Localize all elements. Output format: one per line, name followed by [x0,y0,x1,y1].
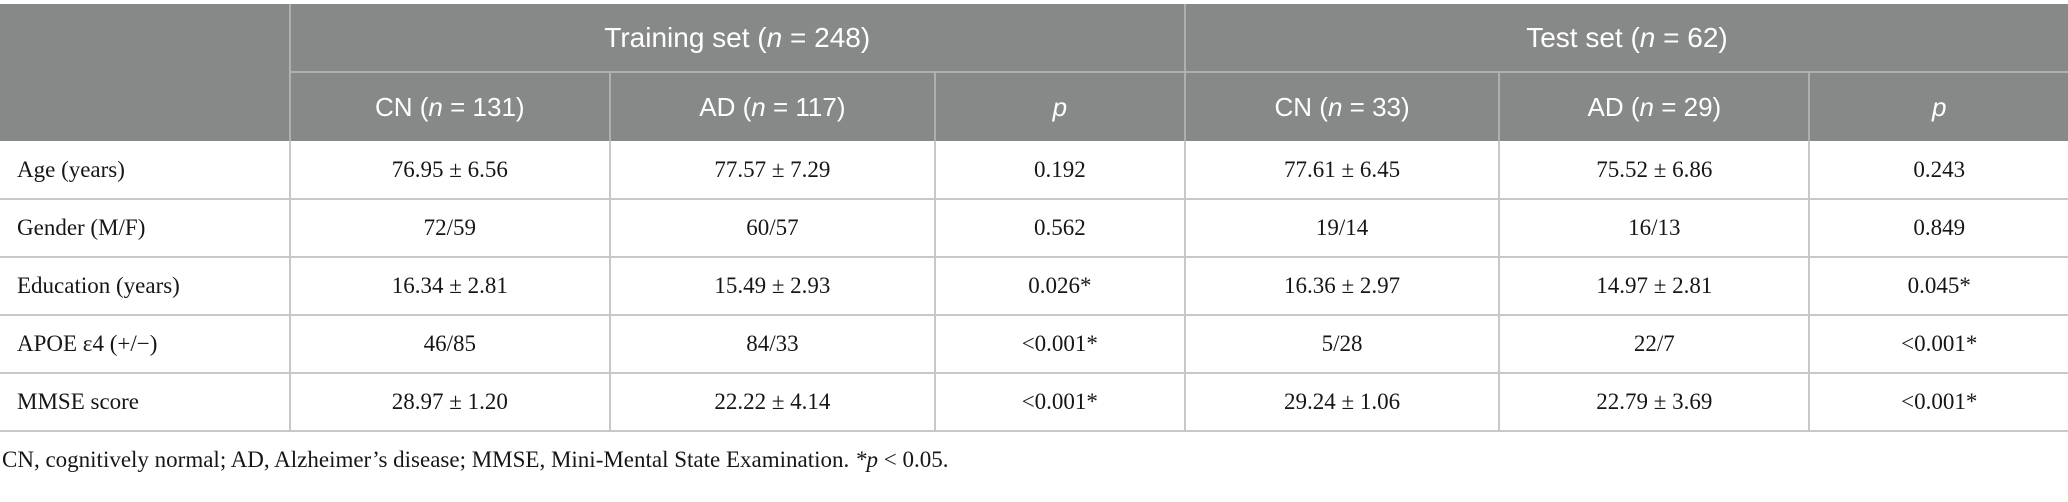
table-cell: <0.001* [1809,373,2068,432]
table-row-gender: Gender (M/F) 72/59 60/57 0.562 19/14 16/… [0,199,2068,258]
table-row-age: Age (years) 76.95 ± 6.56 77.57 ± 7.29 0.… [0,141,2068,200]
table-cell: 46/85 [289,315,612,374]
table-footnote: CN, cognitively normal; AD, Alzheimer’s … [2,447,2068,473]
row-label: Education (years) [0,257,291,316]
table-cell: 76.95 ± 6.56 [289,141,612,200]
training-set-group-header: Training set (n = 248) [289,4,1186,73]
table-cell: 22.79 ± 3.69 [1499,373,1811,432]
row-label: Age (years) [0,141,291,200]
table-cell: 0.562 [934,199,1186,258]
p-symbol: p [1052,91,1068,122]
table-cell: 0.243 [1809,141,2068,200]
footnote-suffix: < 0.05. [878,447,949,472]
table-cell: 16.36 ± 2.97 [1184,257,1501,316]
significance-marker: *p [855,447,879,472]
n-symbol: n [1639,21,1656,53]
table-cell: 0.192 [934,141,1186,200]
group-label: Test set ( [1526,21,1640,53]
group-label-suffix: = 62) [1655,21,1728,53]
n-symbol: n [1639,91,1654,122]
n-symbol: n [766,21,783,53]
table-cell: 19/14 [1184,199,1501,258]
table-cell: 29.24 ± 1.06 [1184,373,1501,432]
test-set-group-header: Test set (n = 62) [1184,4,2068,73]
table-cell: <0.001* [934,373,1186,432]
table-cell: 14.97 ± 2.81 [1499,257,1811,316]
table-cell: <0.001* [1809,315,2068,374]
corner-cell [0,4,291,141]
table-cell: 22.22 ± 4.14 [610,373,936,432]
n-symbol: n [428,91,443,122]
table-row-education: Education (years) 16.34 ± 2.81 15.49 ± 2… [0,257,2068,316]
table-cell: 0.026* [934,257,1186,316]
demographics-table: Training set (n = 248) Test set (n = 62)… [0,4,2068,432]
table-cell: 5/28 [1184,315,1501,374]
table-cell: 75.52 ± 6.86 [1499,141,1811,200]
group-label-suffix: = 248) [782,21,871,53]
row-label: APOE ε4 (+/−) [0,315,291,374]
column-header-train-cn: CN (n = 131) [289,72,612,141]
table-row-apoe: APOE ε4 (+/−) 46/85 84/33 <0.001* 5/28 2… [0,315,2068,374]
table-cell: 77.61 ± 6.45 [1184,141,1501,200]
table-cell: 22/7 [1499,315,1811,374]
row-label: MMSE score [0,373,291,432]
column-header-train-p: p [934,72,1186,141]
column-header-test-p: p [1809,72,2068,141]
table-cell: 28.97 ± 1.20 [289,373,612,432]
table-cell: 0.045* [1809,257,2068,316]
column-header-test-cn: CN (n = 33) [1184,72,1501,141]
table-cell: 60/57 [610,199,936,258]
column-header-test-ad: AD (n = 29) [1499,72,1811,141]
table-cell: 84/33 [610,315,936,374]
table-cell: 72/59 [289,199,612,258]
p-symbol: p [1931,91,1947,122]
table-row-mmse: MMSE score 28.97 ± 1.20 22.22 ± 4.14 <0.… [0,373,2068,432]
row-label: Gender (M/F) [0,199,291,258]
table-cell: 15.49 ± 2.93 [610,257,936,316]
table-cell: 77.57 ± 7.29 [610,141,936,200]
group-label: Training set ( [604,21,767,53]
table-cell: 16/13 [1499,199,1811,258]
table-cell: 0.849 [1809,199,2068,258]
footnote-text: CN, cognitively normal; AD, Alzheimer’s … [2,447,856,472]
table-cell: <0.001* [934,315,1186,374]
column-header-train-ad: AD (n = 117) [610,72,936,141]
table-cell: 16.34 ± 2.81 [289,257,612,316]
n-symbol: n [751,91,766,122]
n-symbol: n [1327,91,1343,122]
